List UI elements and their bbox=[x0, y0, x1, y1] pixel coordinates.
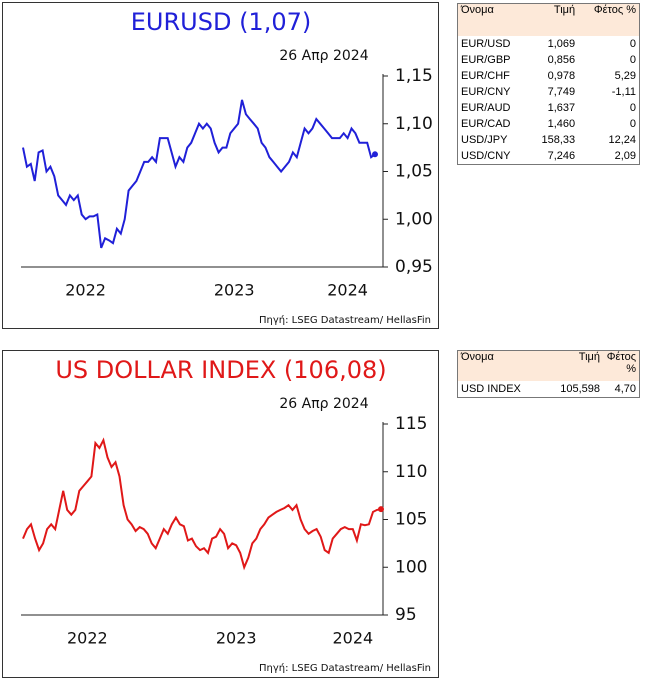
table-cell: 0,978 bbox=[547, 69, 576, 82]
y-tick-label: 100 bbox=[395, 557, 427, 577]
table-cell: 1,637 bbox=[547, 101, 576, 114]
table-cell: USD/CNY bbox=[461, 149, 511, 162]
y-tick-label: 1,05 bbox=[395, 162, 433, 182]
header-cell: Όνομα bbox=[457, 3, 529, 36]
header-row: Όνομα Τιμή Φέτος % bbox=[457, 3, 640, 36]
chart-title: EURUSD (1,07) bbox=[131, 8, 311, 36]
table-row: USD INDEX 105,598 4,70 bbox=[458, 381, 640, 398]
table-row: EUR/CAD 1,460 0 bbox=[458, 116, 640, 132]
x-tick-label: 2022 bbox=[65, 281, 106, 300]
date-label: 26 Απρ 2024 bbox=[279, 396, 368, 412]
data-line bbox=[22, 437, 382, 571]
header-row: Όνομα Τιμή Φέτος % bbox=[457, 350, 640, 381]
header-cell: Φέτος % bbox=[603, 350, 640, 381]
header-cell: Όνομα bbox=[457, 350, 544, 381]
chart: US DOLLAR INDEX (106,08) 26 Απρ 2024 Πηγή:… bbox=[2, 350, 439, 678]
x-tick-label: 2023 bbox=[214, 281, 255, 300]
table-cell: EUR/CHF bbox=[461, 69, 510, 82]
table-cell: 0 bbox=[629, 101, 636, 114]
x-tick-label: 2023 bbox=[216, 629, 257, 648]
table-cell: EUR/AUD bbox=[461, 101, 511, 114]
quote-table: Όνομα Τιμή Φέτος % EUR/USD 1,069 0 EUR/GBP 0,85… bbox=[457, 3, 640, 165]
last-point bbox=[372, 151, 378, 158]
y-tick-label: 95 bbox=[395, 605, 417, 625]
quote-table: Όνομα Τιμή Φέτος % USD INDEX 105,598 4,70 bbox=[457, 350, 640, 398]
table-cell: 0 bbox=[629, 53, 636, 66]
table-cell: EUR/USD bbox=[461, 37, 511, 50]
table-cell: 4,70 bbox=[614, 382, 636, 395]
y-tick-label: 0,95 bbox=[395, 257, 433, 277]
table-cell: USD INDEX bbox=[461, 382, 521, 395]
table-cell: 0 bbox=[629, 37, 636, 50]
table-cell: 0 bbox=[629, 117, 636, 130]
chart: EURUSD (1,07) 26 Απρ 2024 Πηγή: LSEG Datas… bbox=[2, 2, 439, 329]
table-row: EUR/CNY 7,749 -1,11 bbox=[458, 84, 640, 100]
table-cell: 1,460 bbox=[547, 117, 576, 130]
x-tick-label: 2024 bbox=[327, 281, 368, 300]
header-cell: Τιμή bbox=[528, 3, 579, 36]
y-tick-label: 1,10 bbox=[395, 114, 433, 134]
table-row: USD/CNY 7,246 2,09 bbox=[458, 148, 640, 165]
date-label: 26 Απρ 2024 bbox=[279, 48, 368, 64]
x-tick-label: 2022 bbox=[67, 629, 108, 648]
table-cell: USD/JPY bbox=[461, 133, 508, 146]
table-cell: 2,09 bbox=[614, 149, 636, 162]
y-tick-label: 115 bbox=[395, 414, 427, 434]
table-row: EUR/CHF 0,978 5,29 bbox=[458, 68, 640, 84]
y-tick-label: 1,15 bbox=[395, 66, 433, 86]
table-row: EUR/GBP 0,856 0 bbox=[458, 52, 640, 68]
table-row: EUR/AUD 1,637 0 bbox=[458, 100, 640, 116]
y-tick-label: 1,00 bbox=[395, 209, 433, 229]
table-cell: 7,749 bbox=[547, 85, 576, 98]
table-cell: 5,29 bbox=[614, 69, 636, 82]
table-cell: EUR/CAD bbox=[461, 117, 511, 130]
source-note: Πηγή: LSEG Datastream/ HellasFin bbox=[259, 314, 431, 326]
table-cell: 158,33 bbox=[541, 133, 576, 146]
table-cell: -1,11 bbox=[611, 85, 636, 98]
table-cell: EUR/CNY bbox=[461, 85, 511, 98]
last-point bbox=[378, 506, 384, 513]
table-cell: 12,24 bbox=[608, 133, 636, 146]
data-line bbox=[22, 99, 376, 249]
y-tick-label: 105 bbox=[395, 510, 427, 530]
table-cell: 7,246 bbox=[547, 149, 576, 162]
table-cell: EUR/GBP bbox=[461, 53, 511, 66]
x-tick-label: 2024 bbox=[332, 629, 373, 648]
chart-title: US DOLLAR INDEX (106,08) bbox=[55, 356, 386, 384]
table-cell: 1,069 bbox=[547, 37, 576, 50]
header-cell: Τιμή bbox=[543, 350, 603, 381]
table-cell: 105,598 bbox=[560, 382, 600, 395]
table-cell: 0,856 bbox=[547, 53, 576, 66]
header-cell: Φέτος % bbox=[578, 3, 640, 36]
table-row: EUR/USD 1,069 0 bbox=[458, 36, 640, 52]
y-tick-label: 110 bbox=[395, 462, 427, 482]
table-row: USD/JPY 158,33 12,24 bbox=[458, 132, 640, 148]
source-note: Πηγή: LSEG Datastream/ HellasFin bbox=[259, 662, 431, 674]
